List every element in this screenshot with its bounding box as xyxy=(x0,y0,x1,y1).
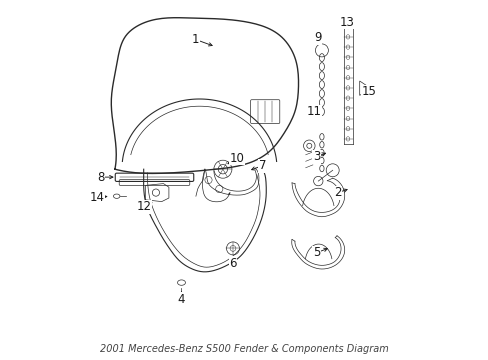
Text: 14: 14 xyxy=(89,191,104,204)
Text: 11: 11 xyxy=(306,105,321,118)
Text: 2001 Mercedes-Benz S500 Fender & Components Diagram: 2001 Mercedes-Benz S500 Fender & Compone… xyxy=(100,343,388,354)
Text: 4: 4 xyxy=(177,293,185,306)
Text: 2: 2 xyxy=(334,186,341,199)
Text: 7: 7 xyxy=(258,159,265,172)
Text: 1: 1 xyxy=(192,33,199,46)
Text: 13: 13 xyxy=(339,16,353,29)
Text: 8: 8 xyxy=(97,171,104,184)
Text: 3: 3 xyxy=(312,150,320,163)
Text: 5: 5 xyxy=(312,246,320,259)
Text: 6: 6 xyxy=(229,257,236,270)
Text: 15: 15 xyxy=(361,85,375,98)
Text: 10: 10 xyxy=(229,152,244,165)
Text: 12: 12 xyxy=(136,201,151,213)
Text: 9: 9 xyxy=(313,31,321,44)
